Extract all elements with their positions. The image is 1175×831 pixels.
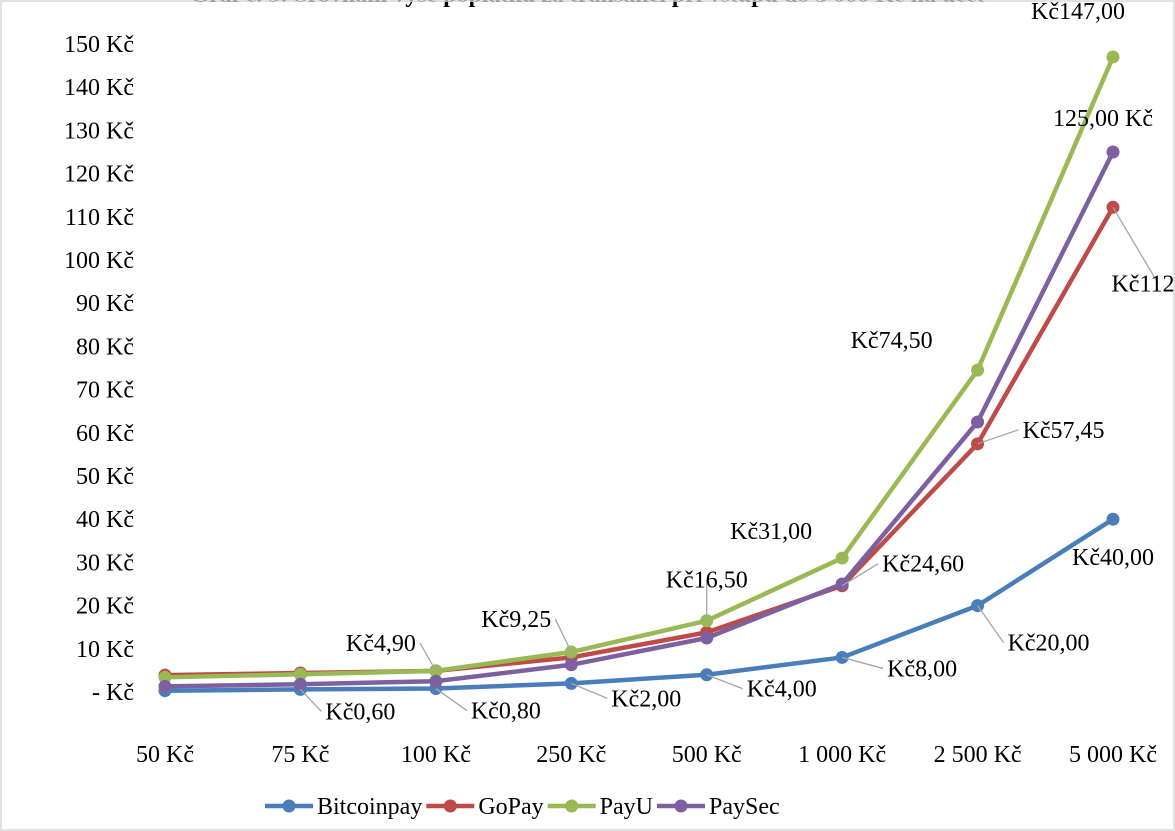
data-label-leader <box>554 618 572 653</box>
y-tick-label: 60 Kč <box>76 421 134 447</box>
legend-marker-gopay <box>443 799 457 813</box>
data-label: Kč57,45 <box>1023 418 1105 444</box>
y-tick-label: - Kč <box>92 680 134 706</box>
x-tick-label: 100 Kč <box>401 742 471 768</box>
x-tick-label: 5 000 Kč <box>1069 742 1157 768</box>
legend: Bitcoinpay GoPay PayU PaySec <box>265 794 780 820</box>
data-point-payu <box>158 670 172 684</box>
data-label-leader <box>706 674 743 690</box>
y-axis: - Kč 10 Kč 20 Kč 30 Kč 40 Kč 50 Kč 60 Kč 70 Kč 8… <box>64 32 134 706</box>
data-label: Kč8,00 <box>887 656 957 682</box>
data-label: Kč4,00 <box>747 677 817 703</box>
y-tick-label: 10 Kč <box>76 637 134 663</box>
data-label: Kč147,00 <box>1031 0 1125 25</box>
data-label: Kč74,50 <box>851 328 933 354</box>
y-tick-label: 20 Kč <box>76 594 134 620</box>
y-tick-label: 90 Kč <box>76 291 134 317</box>
data-point-payu <box>835 551 849 565</box>
y-tick-label: 30 Kč <box>76 550 134 576</box>
legend-marker-bitcoinpay <box>282 799 296 813</box>
data-label: Kč9,25 <box>481 607 551 633</box>
legend-label-gopay: GoPay <box>478 794 543 820</box>
y-tick-label: 140 Kč <box>64 75 134 101</box>
data-point-payu <box>971 363 985 377</box>
data-label-leader <box>299 688 322 712</box>
x-axis: 50 Kč 75 Kč 100 Kč 250 Kč 500 Kč 1 000 Kč 2 50… <box>136 742 1157 768</box>
x-tick-label: 1 000 Kč <box>798 742 886 768</box>
y-tick-label: 120 Kč <box>64 162 134 188</box>
data-point-paysec <box>971 415 985 429</box>
legend-label-payu: PayU <box>600 794 653 820</box>
y-tick-label: 110 Kč <box>65 205 134 231</box>
x-tick-label: 2 500 Kč <box>934 742 1022 768</box>
data-label-leader <box>419 642 437 672</box>
data-point-paysec <box>158 679 172 693</box>
data-label: Kč0,60 <box>325 699 395 725</box>
y-tick-label: 100 Kč <box>64 248 134 274</box>
data-label: Kč2,00 <box>611 686 681 712</box>
data-label: Kč20,00 <box>1008 631 1090 657</box>
data-point-paysec <box>564 658 578 672</box>
data-label-leader <box>977 429 1019 445</box>
legend-label-paysec: PaySec <box>709 794 780 820</box>
data-label: Kč16,50 <box>666 568 748 594</box>
data-point-bitcoinpay <box>1106 512 1120 526</box>
data-point-paysec <box>835 577 849 591</box>
y-tick-label: 50 Kč <box>76 464 134 490</box>
data-label: Kč40,00 <box>1072 545 1154 571</box>
data-point-payu <box>293 667 307 681</box>
y-tick-label: 130 Kč <box>64 118 134 144</box>
data-label-leader <box>841 656 884 670</box>
data-point-paysec <box>1106 145 1120 159</box>
data-label: 125,00 Kč <box>1053 106 1153 132</box>
chart-title: Graf č. 3: Srovnání výše poplatků za tra… <box>0 0 1175 8</box>
data-label-leader <box>977 605 1005 643</box>
legend-marker-paysec <box>674 799 688 813</box>
y-tick-label: 70 Kč <box>76 378 134 404</box>
data-label: Kč24,60 <box>882 552 964 578</box>
data-label: Kč0,80 <box>471 699 541 725</box>
x-tick-label: 250 Kč <box>536 742 606 768</box>
series-layer <box>158 50 1120 698</box>
y-tick-label: 150 Kč <box>64 32 134 58</box>
data-point-paysec <box>429 674 443 688</box>
x-tick-label: 50 Kč <box>136 742 194 768</box>
data-label-leader <box>1112 206 1159 284</box>
y-tick-label: 80 Kč <box>76 334 134 360</box>
data-label-leader <box>571 682 608 699</box>
data-point-paysec <box>293 677 307 691</box>
data-label-leader <box>841 563 879 587</box>
data-label-leader <box>435 688 468 712</box>
series-line-paysec <box>162 149 1116 689</box>
legend-label-bitcoinpay: Bitcoinpay <box>317 794 422 820</box>
data-point-payu <box>1106 50 1120 64</box>
data-label: Kč4,90 <box>346 631 416 657</box>
data-label: Kč31,00 <box>730 519 812 545</box>
x-tick-label: 500 Kč <box>672 742 742 768</box>
data-label: Kč112,20 <box>1111 271 1175 297</box>
legend-marker-payu <box>565 799 579 813</box>
series-line-payu <box>162 54 1116 680</box>
x-tick-label: 75 Kč <box>271 742 329 768</box>
data-point-paysec <box>700 631 714 645</box>
y-tick-label: 40 Kč <box>76 507 134 533</box>
data-labels: Kč0,60 Kč0,80 Kč2,00 Kč4,00 Kč8,00 Kč20,00 Kč4… <box>299 0 1175 725</box>
series-line-bitcoinpay <box>162 516 1116 693</box>
series-line-gopay <box>162 205 1116 678</box>
